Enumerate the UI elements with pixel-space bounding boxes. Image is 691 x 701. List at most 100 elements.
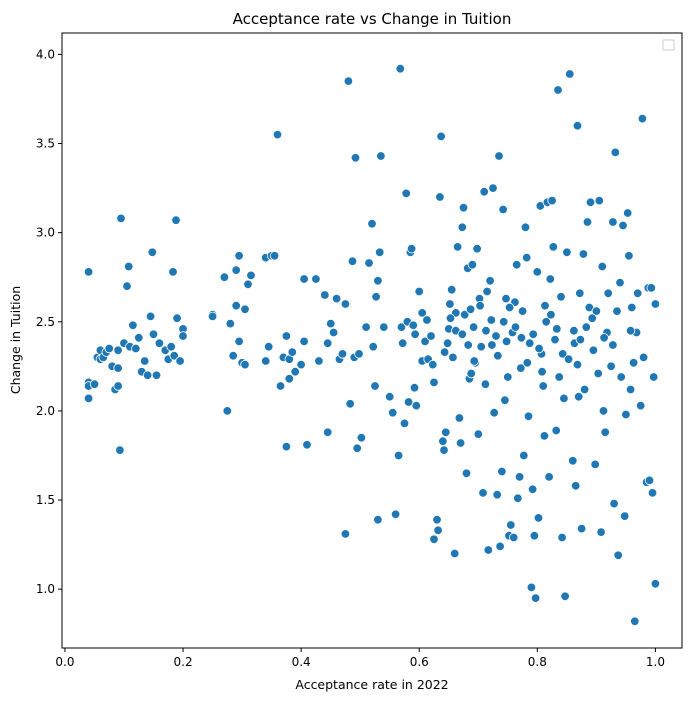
data-point	[608, 340, 618, 350]
data-point	[354, 349, 364, 359]
data-point	[331, 293, 342, 304]
data-point	[598, 406, 609, 416]
data-point	[240, 304, 250, 315]
data-point	[166, 342, 176, 352]
data-point	[625, 326, 636, 336]
data-point	[296, 359, 306, 370]
data-point	[148, 329, 159, 340]
data-point	[582, 217, 593, 227]
data-point	[439, 347, 450, 357]
x-tick-label: 0.8	[528, 655, 547, 669]
data-point	[530, 593, 541, 603]
data-point	[574, 392, 584, 402]
data-point	[468, 322, 479, 332]
data-point	[553, 85, 563, 95]
data-point	[417, 308, 427, 318]
data-point	[352, 443, 362, 454]
data-point	[410, 329, 420, 340]
data-point	[513, 493, 523, 504]
data-point	[373, 276, 383, 286]
data-point	[457, 222, 468, 233]
data-point	[411, 400, 422, 411]
data-point	[264, 342, 274, 352]
chart-title: Acceptance rate vs Change in Tuition	[233, 10, 512, 28]
data-point	[624, 251, 634, 261]
data-point	[445, 313, 456, 323]
data-point	[261, 356, 271, 366]
data-point	[475, 301, 485, 311]
x-tick-label: 1.0	[646, 655, 665, 669]
data-point	[545, 274, 556, 284]
data-point	[495, 541, 505, 552]
data-point	[401, 188, 411, 199]
data-point	[414, 286, 424, 297]
data-point	[562, 247, 572, 258]
data-point	[585, 197, 596, 208]
data-point	[551, 425, 561, 436]
data-point	[473, 429, 484, 439]
data-point	[222, 406, 233, 416]
data-point	[169, 351, 179, 361]
data-point	[546, 310, 556, 320]
data-point	[506, 520, 516, 530]
data-point	[287, 347, 298, 357]
y-tick-label: 2.0	[36, 404, 55, 418]
data-point	[541, 317, 551, 327]
data-point	[458, 202, 469, 213]
data-point	[636, 400, 646, 411]
data-point	[538, 381, 548, 391]
data-point	[457, 329, 468, 340]
data-point	[610, 147, 621, 158]
data-point	[272, 129, 283, 140]
data-point	[548, 242, 559, 252]
data-point	[554, 372, 564, 382]
data-point	[323, 338, 333, 348]
data-point	[638, 352, 649, 363]
data-point	[447, 285, 457, 295]
data-point	[361, 322, 371, 332]
data-point	[219, 272, 230, 282]
data-point	[368, 342, 378, 352]
data-point	[537, 367, 547, 377]
data-point	[482, 286, 492, 297]
data-point	[528, 329, 538, 340]
data-point	[465, 304, 476, 315]
data-point	[145, 311, 156, 322]
data-point	[454, 413, 465, 423]
data-point	[539, 431, 550, 441]
data-point	[472, 243, 482, 254]
data-point	[497, 466, 507, 477]
data-point	[621, 409, 631, 420]
data-point	[461, 468, 472, 479]
data-point	[609, 498, 619, 509]
data-point	[463, 340, 473, 350]
data-point	[647, 488, 658, 498]
data-point	[328, 327, 339, 338]
data-point	[483, 545, 494, 555]
x-tick-label: 0.6	[410, 655, 429, 669]
x-axis-label: Acceptance rate in 2022	[295, 677, 448, 692]
data-point	[608, 217, 618, 227]
data-point	[364, 258, 374, 268]
x-tick-label: 0.0	[55, 655, 74, 669]
data-point	[578, 249, 589, 259]
data-point	[522, 252, 532, 263]
data-point	[83, 267, 94, 277]
data-point	[231, 265, 241, 275]
data-point	[466, 368, 476, 379]
y-tick-label: 3.0	[36, 226, 55, 240]
data-point	[340, 299, 351, 309]
data-point	[504, 302, 515, 313]
data-point	[516, 363, 526, 373]
data-point	[131, 343, 141, 354]
data-point	[89, 379, 100, 389]
data-point	[409, 383, 420, 393]
data-point	[520, 222, 531, 233]
data-point	[552, 324, 562, 334]
data-point	[572, 359, 583, 370]
data-point	[345, 399, 355, 409]
data-point	[593, 368, 603, 379]
data-point	[370, 381, 380, 391]
data-point	[522, 358, 533, 368]
